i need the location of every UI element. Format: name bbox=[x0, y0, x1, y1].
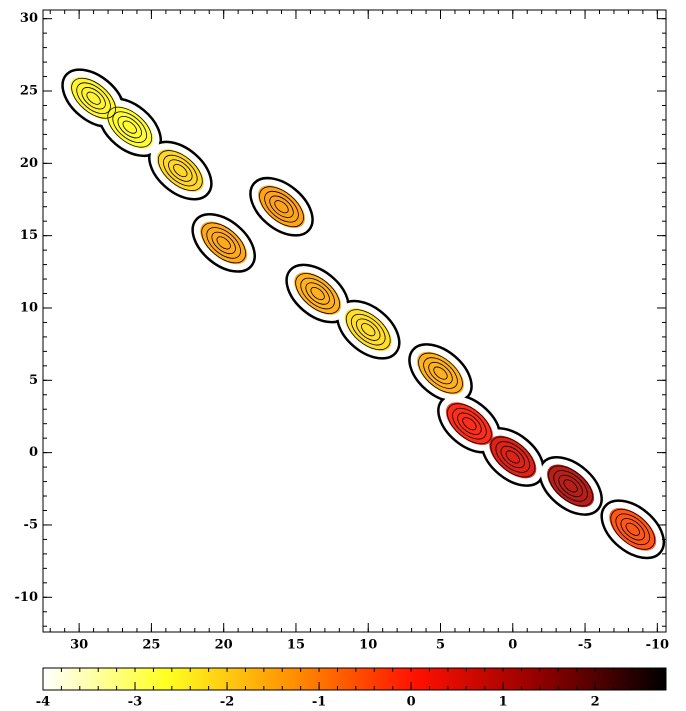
y-tick-label: -10 bbox=[15, 590, 39, 605]
x-tick-label: 5 bbox=[436, 638, 445, 653]
contour-line bbox=[163, 154, 198, 187]
x-tick-label: -10 bbox=[646, 638, 670, 653]
x-tick-label: 25 bbox=[142, 638, 160, 653]
index-blob bbox=[547, 464, 595, 508]
x-tick-label: 10 bbox=[359, 638, 377, 653]
plot-frame bbox=[42, 9, 667, 633]
x-tick-label: -5 bbox=[578, 638, 592, 653]
contour-line bbox=[117, 116, 142, 139]
contour-line bbox=[447, 403, 492, 445]
contour-line bbox=[122, 120, 137, 134]
contour-line bbox=[457, 412, 482, 435]
contour-line bbox=[495, 441, 531, 473]
colorbar-tick-label: 0 bbox=[407, 695, 416, 710]
contour-line bbox=[418, 352, 463, 394]
index-blob bbox=[294, 272, 342, 315]
y-tick-label: 25 bbox=[20, 84, 38, 99]
contour-line bbox=[610, 508, 656, 550]
colorbar-tick-label: 2 bbox=[591, 695, 600, 710]
colorbar-tick-label: -4 bbox=[36, 695, 50, 710]
contour-line bbox=[505, 450, 520, 464]
contour-line bbox=[500, 445, 525, 469]
x-tick-label: 15 bbox=[287, 638, 305, 653]
contour-line bbox=[259, 186, 304, 228]
contour-line bbox=[625, 522, 640, 536]
contour-line bbox=[553, 470, 588, 502]
contour-line bbox=[112, 111, 148, 143]
index-blob bbox=[489, 435, 537, 479]
y-tick-label: -5 bbox=[24, 517, 38, 532]
y-tick-label: 20 bbox=[20, 156, 38, 171]
contour-line bbox=[452, 407, 487, 440]
contour-line bbox=[356, 318, 381, 341]
y-tick-label: 30 bbox=[20, 11, 38, 26]
x-tick-label: 0 bbox=[508, 638, 517, 653]
index-blob bbox=[106, 105, 154, 149]
index-blob bbox=[344, 308, 392, 352]
contour-line bbox=[206, 227, 241, 259]
index-blob bbox=[200, 221, 248, 265]
contour-line bbox=[423, 357, 458, 389]
contour-line bbox=[433, 366, 448, 380]
y-tick-label: 0 bbox=[29, 445, 38, 460]
contour-line bbox=[361, 323, 376, 337]
contour-line bbox=[490, 436, 536, 478]
contour-line bbox=[216, 236, 231, 250]
contour-line bbox=[295, 273, 340, 314]
contour-line bbox=[620, 518, 645, 541]
contour-line bbox=[548, 465, 593, 507]
contour-line bbox=[211, 231, 236, 255]
x-tick-label: 20 bbox=[215, 638, 233, 653]
contour-line bbox=[462, 417, 477, 431]
contour-line bbox=[310, 286, 325, 301]
colorbar-tick-label: -2 bbox=[220, 695, 234, 710]
x-tick-label: 30 bbox=[70, 638, 88, 653]
contour-line bbox=[201, 222, 247, 264]
colorbar-tick-label: 1 bbox=[499, 695, 508, 710]
y-tick-label: 10 bbox=[20, 300, 38, 315]
y-tick-label: 5 bbox=[29, 373, 38, 388]
index-blob bbox=[257, 185, 306, 229]
contour-line bbox=[168, 159, 193, 182]
contour-line bbox=[264, 190, 299, 223]
contour-line bbox=[305, 282, 330, 305]
contour-line bbox=[345, 309, 391, 351]
index-blob bbox=[156, 149, 204, 192]
contour-line bbox=[157, 150, 203, 191]
index-blob bbox=[609, 507, 657, 551]
contour-line bbox=[86, 91, 101, 105]
contour-line bbox=[81, 87, 106, 110]
contour-line bbox=[300, 277, 335, 310]
colorbar-tick-label: -3 bbox=[128, 695, 142, 710]
contour-line bbox=[428, 361, 453, 385]
contour-line bbox=[558, 474, 583, 498]
contour-line bbox=[615, 513, 651, 546]
index-blob bbox=[445, 402, 493, 446]
plot-area bbox=[61, 68, 665, 560]
contour-line bbox=[563, 479, 578, 493]
contour-line bbox=[107, 106, 153, 148]
y-tick-label: 15 bbox=[20, 228, 38, 243]
index-blob bbox=[416, 351, 465, 395]
colorbar-tick-label: -1 bbox=[312, 695, 326, 710]
contour-line bbox=[350, 313, 386, 346]
contour-line bbox=[173, 164, 188, 178]
contour-line bbox=[269, 195, 294, 218]
index-blob bbox=[70, 76, 118, 120]
colorbar bbox=[42, 667, 667, 691]
contour-line bbox=[274, 200, 289, 214]
